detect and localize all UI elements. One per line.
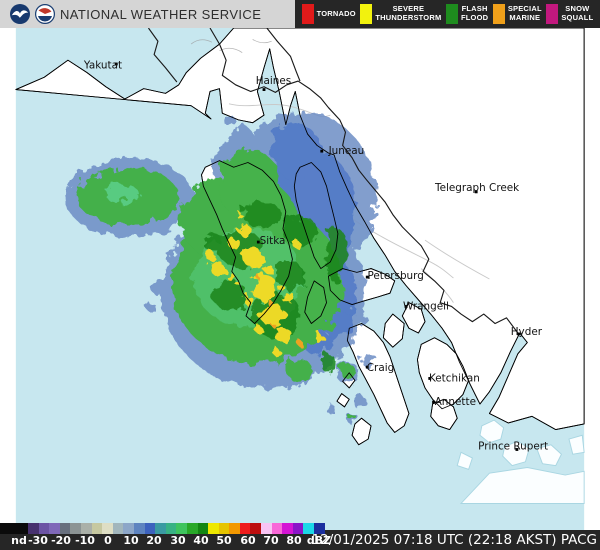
- colorbar-segment: [165, 523, 177, 534]
- map-container: Yakutat Haines Juneau Telegraph Creek Sitka P…: [0, 27, 600, 530]
- us-canada-border: [147, 27, 519, 334]
- colorbar-segment: [208, 523, 219, 534]
- colorbar-segment: [282, 523, 293, 534]
- dbz-tick: 40: [193, 534, 209, 547]
- colorbar-segment: [144, 523, 156, 534]
- noaa-logo-icon[interactable]: [10, 4, 30, 24]
- colorbar-nd-segment: [0, 523, 28, 534]
- colorbar-segment: [133, 523, 145, 534]
- dbz-tick: 80: [286, 534, 302, 547]
- colorbar-segment: [176, 523, 187, 534]
- colorbar-segment: [123, 523, 134, 534]
- city-dot: [428, 377, 432, 380]
- colorbar-segment: [218, 523, 230, 534]
- warning-legend-item[interactable]: SPECIAL MARINE: [492, 4, 542, 24]
- dbz-tick-labels: nd -30 -20 -10 0 10 20 30 40 50 60 70 80 dBZ: [0, 534, 340, 549]
- city-labels: Yakutat Haines Juneau Telegraph Creek Sitka P…: [83, 60, 548, 453]
- colorbar-segment: [49, 523, 60, 534]
- city-dot: [404, 305, 408, 308]
- radar-map[interactable]: Yakutat Haines Juneau Telegraph Creek Sitka P…: [0, 27, 600, 530]
- city-dot: [515, 448, 519, 451]
- colorbar-segment: [303, 523, 315, 534]
- dbz-tick: dBZ: [306, 534, 332, 547]
- city-label[interactable]: Ketchikan: [429, 372, 480, 384]
- city-label[interactable]: Craig: [367, 362, 394, 374]
- colorbar-segment: [292, 523, 304, 534]
- warning-color-swatch: [301, 4, 314, 24]
- city-label[interactable]: Haines: [256, 75, 292, 87]
- city-label[interactable]: Prince Rupert: [478, 440, 548, 452]
- dbz-tick: 50: [216, 534, 232, 547]
- city-label[interactable]: Juneau: [328, 145, 365, 157]
- city-dot: [432, 400, 435, 404]
- city-label[interactable]: Sitka: [260, 235, 286, 247]
- dbz-tick: 60: [240, 534, 256, 547]
- warning-color-swatch: [492, 4, 505, 24]
- city-label[interactable]: Telegraph Creek: [434, 182, 519, 194]
- colorbar-segment: [70, 523, 81, 534]
- city-label[interactable]: Wrangell: [403, 300, 449, 312]
- city-dot: [365, 275, 369, 279]
- colorbar-segment: [112, 523, 124, 534]
- city-label[interactable]: Annette: [435, 396, 476, 408]
- city-label[interactable]: Yakutat: [83, 60, 122, 72]
- warning-legend-item[interactable]: FLASH FLOOD: [445, 4, 489, 24]
- colorbar-segment: [155, 523, 166, 534]
- site-title: NATIONAL WEATHER SERVICE: [60, 6, 262, 22]
- warning-color-swatch: [445, 4, 458, 24]
- zone-borders: [228, 103, 490, 303]
- warning-legend-item[interactable]: SNOW SQUALL: [546, 4, 593, 24]
- dbz-tick: -20: [51, 534, 71, 547]
- city-dot: [517, 332, 521, 336]
- colorbar-segment: [197, 523, 209, 534]
- warning-label: SNOW SQUALL: [561, 4, 594, 22]
- radar-echoes: [65, 112, 376, 425]
- city-dot: [256, 240, 260, 244]
- city-label[interactable]: Hyder: [511, 326, 543, 338]
- colorbar-segment: [38, 523, 50, 534]
- warning-label: FLASH FLOOD: [460, 4, 489, 22]
- warning-label: SEVERE THUNDERSTORM: [375, 4, 442, 22]
- warning-color-swatch: [360, 4, 373, 24]
- dbz-colorbar: [0, 523, 325, 534]
- dbz-tick: nd: [11, 534, 27, 547]
- colorbar-segment: [271, 523, 283, 534]
- dbz-tick: 0: [104, 534, 112, 547]
- colorbar-segment: [102, 523, 113, 534]
- city-dot: [262, 88, 266, 91]
- colorbar-segment: [91, 523, 103, 534]
- colorbar-segment: [261, 523, 272, 534]
- dbz-tick: -30: [28, 534, 48, 547]
- warning-label: SPECIAL MARINE: [507, 4, 542, 22]
- colorbar-segment: [28, 523, 39, 534]
- nws-logo-icon[interactable]: [35, 4, 55, 24]
- warning-legend: TORNADO SEVERE THUNDERSTORM FLASH FLOOD SPECI…: [295, 0, 600, 28]
- city-dot: [320, 149, 324, 153]
- city-dot: [365, 365, 369, 369]
- dbz-tick: 30: [170, 534, 186, 547]
- dbz-tick: 10: [123, 534, 139, 547]
- warning-label: TORNADO: [316, 8, 356, 18]
- city-dot: [474, 190, 478, 194]
- timestamp-text: 12/01/2025 07:18 UTC (22:18 AKST) PACG: [311, 532, 597, 548]
- colorbar-segment: [229, 523, 240, 534]
- colorbar-segment: [239, 523, 251, 534]
- status-bar: [0, 530, 600, 550]
- dbz-tick: 70: [263, 534, 279, 547]
- header-bar: NATIONAL WEATHER SERVICE TORNADO SEVERE TH…: [0, 0, 600, 28]
- colorbar-segment: [186, 523, 198, 534]
- warning-legend-item[interactable]: TORNADO: [301, 4, 356, 24]
- colorbar-segment: [314, 523, 325, 534]
- warning-color-swatch: [546, 4, 559, 24]
- city-dot: [114, 62, 118, 66]
- city-label[interactable]: Petersburg: [367, 270, 423, 282]
- colorbar-segment: [59, 523, 71, 534]
- colorbar-segment: [250, 523, 262, 534]
- dbz-tick: 20: [146, 534, 162, 547]
- warning-legend-item[interactable]: SEVERE THUNDERSTORM: [360, 4, 441, 24]
- colorbar-segment: [80, 523, 92, 534]
- dbz-tick: -10: [75, 534, 95, 547]
- brand-area: NATIONAL WEATHER SERVICE: [0, 4, 600, 24]
